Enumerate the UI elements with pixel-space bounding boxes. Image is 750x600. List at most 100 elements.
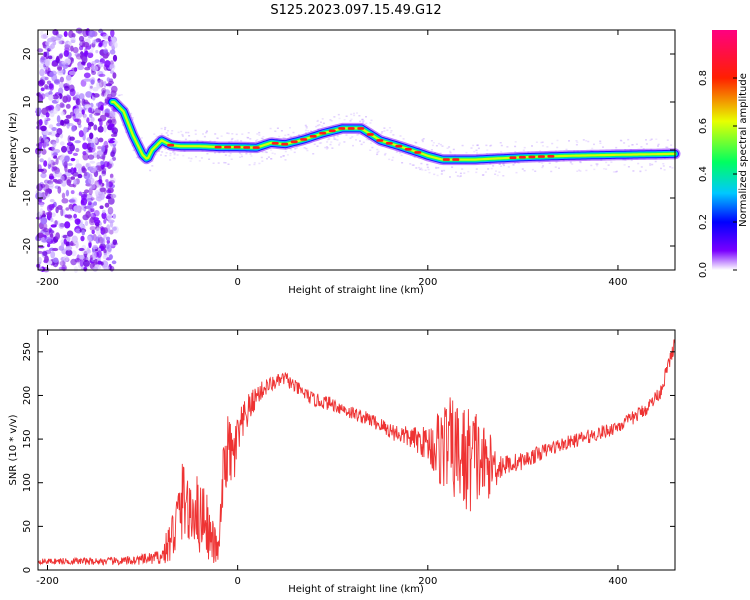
noise-cell	[44, 84, 49, 90]
noise-cell	[77, 65, 84, 71]
halo-cell	[326, 146, 328, 148]
noise-cell	[67, 150, 73, 155]
halo-cell	[401, 162, 404, 164]
noise-cell	[38, 141, 43, 149]
x-tick-label: 400	[608, 277, 627, 288]
noise-cell	[47, 180, 54, 185]
ridge-peak	[366, 133, 374, 136]
halo-cell	[324, 146, 327, 149]
noise-cell	[89, 183, 96, 190]
noise-cell	[68, 84, 75, 92]
noise-cell	[54, 220, 58, 226]
halo-cell	[481, 174, 484, 176]
noise-cell	[108, 254, 113, 260]
noise-cell	[65, 241, 70, 248]
halo-cell	[360, 143, 363, 146]
halo-cell	[388, 127, 391, 129]
halo-cell	[502, 175, 505, 177]
halo-cell	[269, 127, 272, 130]
halo-cell	[169, 159, 172, 161]
noise-cell	[65, 249, 73, 256]
halo-cell	[441, 170, 443, 173]
halo-cell	[333, 136, 336, 138]
halo-cell	[264, 151, 267, 153]
halo-cell	[627, 166, 630, 168]
halo-cell	[365, 116, 367, 118]
halo-cell	[135, 156, 138, 159]
halo-cell	[669, 166, 672, 168]
halo-cell	[194, 133, 197, 135]
noise-cell	[39, 202, 44, 208]
halo-cell	[395, 151, 398, 153]
halo-cell	[436, 174, 439, 177]
halo-cell	[194, 129, 197, 132]
halo-cell	[306, 149, 309, 152]
noise-cell	[36, 125, 42, 130]
noise-cell	[57, 186, 62, 194]
noise-cell	[38, 119, 43, 126]
noise-cell	[74, 257, 82, 263]
noise-cell	[89, 166, 96, 174]
halo-cell	[130, 112, 133, 115]
noise-cell	[71, 250, 77, 257]
halo-cell	[361, 118, 364, 121]
noise-cell	[48, 83, 54, 89]
noise-cell	[64, 221, 71, 229]
noise-cell	[40, 93, 46, 100]
noise-cell	[49, 71, 54, 78]
ridge-peak	[214, 145, 222, 149]
halo-cell	[415, 167, 418, 169]
noise-cell	[40, 87, 45, 92]
halo-cell	[172, 151, 174, 153]
halo-cell	[500, 165, 503, 167]
halo-cell	[449, 152, 452, 154]
noise-cell	[102, 227, 108, 234]
halo-cell	[180, 130, 183, 133]
halo-cell	[315, 125, 318, 128]
noise-cell	[63, 255, 69, 262]
noise-cell	[50, 159, 54, 164]
halo-cell	[307, 130, 310, 132]
halo-cell	[351, 136, 354, 138]
halo-cell	[362, 121, 365, 123]
spectrogram-heat-layer	[34, 27, 681, 274]
noise-cell	[60, 111, 65, 116]
y-tick-label: 100	[22, 473, 33, 492]
noise-cell	[75, 53, 83, 60]
halo-cell	[475, 149, 478, 152]
halo-cell	[558, 167, 560, 169]
noise-cell	[91, 61, 97, 66]
noise-cell	[61, 61, 67, 65]
halo-cell	[507, 166, 510, 168]
noise-cell	[50, 217, 54, 223]
halo-cell	[465, 151, 468, 154]
noise-cell	[40, 172, 47, 179]
halo-cell	[591, 147, 594, 150]
noise-cell	[92, 65, 99, 72]
halo-cell	[503, 164, 505, 167]
halo-cell	[596, 164, 599, 167]
noise-cell	[39, 62, 45, 69]
ridge-peak	[518, 155, 526, 159]
noise-cell	[92, 105, 99, 112]
noise-cell	[45, 112, 50, 118]
halo-cell	[362, 120, 365, 122]
noise-cell	[100, 104, 104, 111]
ridge-peak	[347, 127, 355, 130]
halo-cell	[498, 163, 501, 165]
halo-cell	[267, 156, 270, 158]
noise-cell	[65, 245, 73, 251]
halo-cell	[328, 138, 331, 140]
noise-cell	[65, 176, 73, 184]
halo-cell	[615, 146, 618, 149]
noise-cell	[108, 181, 113, 188]
halo-cell	[305, 127, 308, 129]
halo-cell	[202, 133, 204, 135]
noise-cell	[101, 167, 107, 175]
noise-cell	[49, 130, 56, 137]
noise-cell	[61, 180, 67, 187]
halo-cell	[155, 153, 158, 156]
halo-cell	[657, 145, 659, 147]
noise-cell	[73, 167, 77, 173]
halo-cell	[181, 135, 184, 137]
